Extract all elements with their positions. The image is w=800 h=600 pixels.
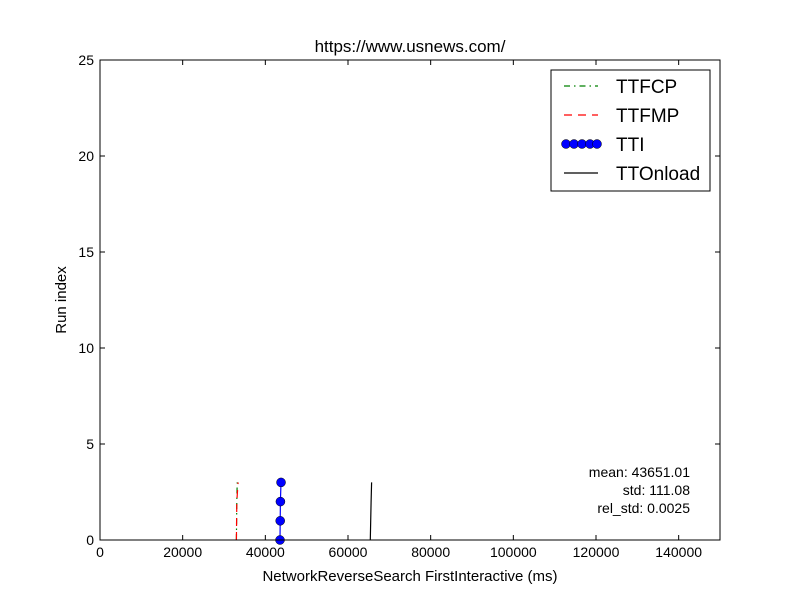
plot-frame — [99, 59, 721, 541]
y-tick-label: 10 — [78, 340, 94, 356]
legend-marker — [569, 139, 579, 149]
y-tick-label: 20 — [78, 148, 94, 164]
legend-label-tti: TTI — [616, 135, 645, 156]
x-tick-label: 20000 — [163, 544, 202, 560]
y-tick-label: 5 — [86, 436, 94, 452]
data-point-tti — [276, 477, 286, 488]
legend-label-ttfcp: TTFCP — [616, 77, 677, 98]
x-tick-label: 120000 — [573, 544, 620, 560]
y-axis-label: Run index — [53, 266, 70, 334]
legend-label-ttonload: TTOnload — [616, 164, 700, 185]
legend-marker — [577, 139, 587, 149]
x-tick-label: 0 — [96, 544, 104, 560]
legend-label-ttfmp: TTFMP — [616, 106, 679, 127]
legend-marker — [592, 139, 602, 149]
x-tick-label: 80000 — [411, 544, 450, 560]
x-tick-label: 140000 — [655, 544, 702, 560]
stats-line: rel_std: 0.0025 — [597, 500, 690, 516]
y-tick-label: 0 — [86, 532, 94, 548]
stats-line: mean: 43651.01 — [589, 464, 690, 480]
plot-area: 0 20000 40000 60000 80000 100000 120000 140000 0… — [78, 52, 721, 560]
x-tick-label: 100000 — [490, 544, 537, 560]
series-line-tti — [279, 482, 282, 541]
series-line-ttfmp — [235, 482, 239, 541]
x-tick-label: 60000 — [329, 544, 368, 560]
x-tick-label: 40000 — [246, 544, 285, 560]
chart-title: https://www.usnews.com/ — [315, 37, 506, 56]
data-point-tti — [275, 516, 285, 526]
legend: TTFCP TTFMP TTI TTOnload — [550, 69, 711, 192]
series-line-ttonload — [369, 482, 373, 541]
y-tick-label: 15 — [78, 244, 94, 260]
legend-box — [550, 69, 711, 192]
data-point-tti — [275, 496, 286, 507]
legend-marker — [561, 139, 571, 149]
x-axis-label: NetworkReverseSearch FirstInteractive (m… — [262, 568, 557, 585]
y-tick-label: 25 — [78, 52, 94, 68]
stats-line: std: 111.08 — [623, 482, 690, 498]
